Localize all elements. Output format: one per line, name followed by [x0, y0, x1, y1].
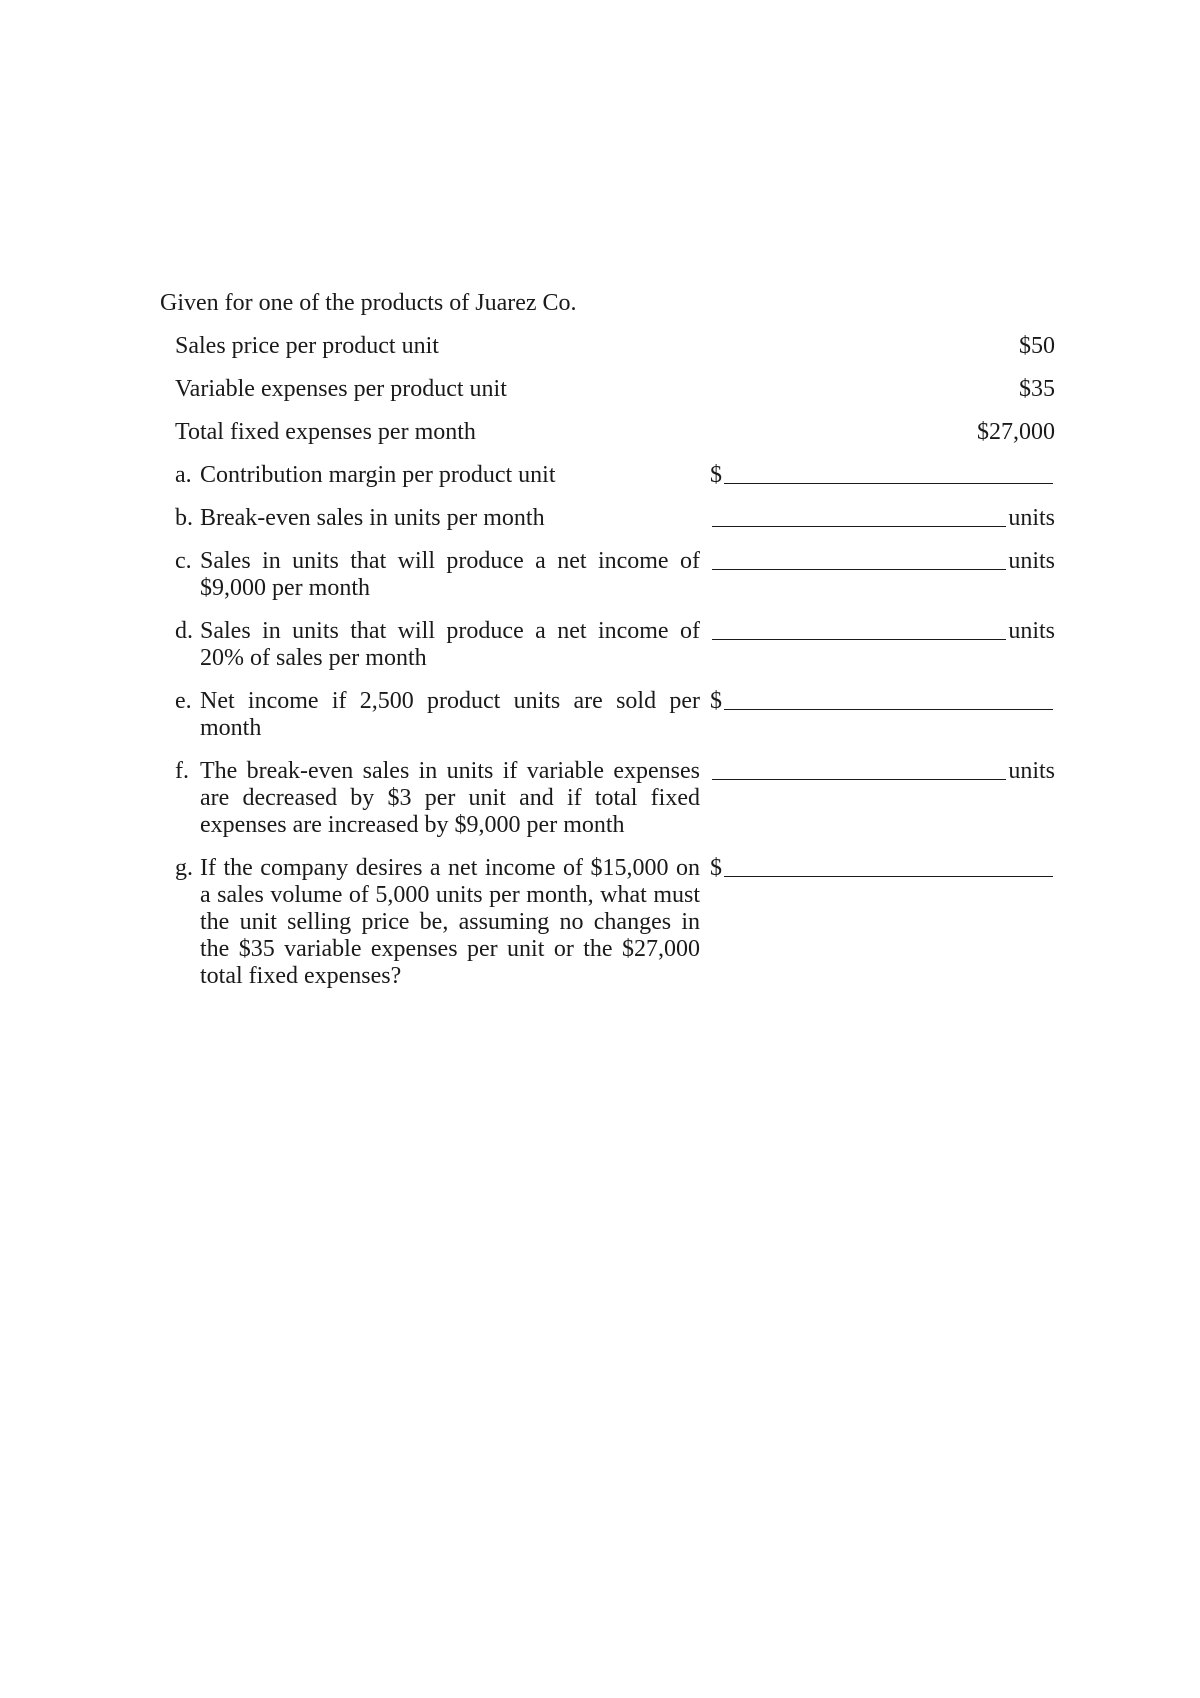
answer-suffix: units: [1008, 505, 1055, 532]
question-text: Net income if 2,500 product units are so…: [200, 688, 710, 742]
answer-blank[interactable]: [724, 462, 1053, 484]
question-row: c. Sales in units that will produce a ne…: [160, 548, 1055, 602]
question-marker: b.: [175, 505, 200, 532]
question-marker: d.: [175, 618, 200, 645]
question-text: Sales in units that will produce a net i…: [200, 618, 710, 672]
given-label: Sales price per product unit: [175, 333, 1019, 360]
given-row: Sales price per product unit $50: [160, 333, 1055, 360]
answer-prefix: $: [710, 855, 722, 882]
answer-blank[interactable]: [724, 855, 1053, 877]
given-value: $27,000: [977, 419, 1055, 446]
given-value: $50: [1019, 333, 1055, 360]
question-row: b. Break-even sales in units per month u…: [160, 505, 1055, 532]
given-value: $35: [1019, 376, 1055, 403]
answer-field: units: [710, 758, 1055, 785]
question-marker: e.: [175, 688, 200, 715]
answer-suffix: units: [1008, 758, 1055, 785]
answer-field: $: [710, 855, 1055, 882]
answer-suffix: units: [1008, 618, 1055, 645]
answer-field: units: [710, 548, 1055, 575]
answer-field: units: [710, 618, 1055, 645]
answer-blank[interactable]: [712, 548, 1006, 570]
document-content: Given for one of the products of Juarez …: [160, 290, 1055, 990]
given-label: Total fixed expenses per month: [175, 419, 977, 446]
question-text: Break-even sales in units per month: [200, 505, 710, 532]
answer-field: $: [710, 462, 1055, 489]
answer-blank[interactable]: [712, 505, 1006, 527]
answer-blank[interactable]: [712, 618, 1006, 640]
answer-prefix: $: [710, 462, 722, 489]
problem-header: Given for one of the products of Juarez …: [160, 290, 1055, 317]
question-text: If the company desires a net income of $…: [200, 855, 710, 990]
given-row: Total fixed expenses per month $27,000: [160, 419, 1055, 446]
question-row: g. If the company desires a net income o…: [160, 855, 1055, 990]
question-marker: f.: [175, 758, 200, 785]
question-row: d. Sales in units that will produce a ne…: [160, 618, 1055, 672]
question-text: Sales in units that will produce a net i…: [200, 548, 710, 602]
question-marker: a.: [175, 462, 200, 489]
answer-field: units: [710, 505, 1055, 532]
question-row: a. Contribution margin per product unit …: [160, 462, 1055, 489]
answer-blank[interactable]: [712, 758, 1006, 780]
given-label: Variable expenses per product unit: [175, 376, 1019, 403]
question-text: The break-even sales in units if variabl…: [200, 758, 710, 839]
question-row: f. The break-even sales in units if vari…: [160, 758, 1055, 839]
answer-blank[interactable]: [724, 688, 1053, 710]
question-marker: c.: [175, 548, 200, 575]
question-marker: g.: [175, 855, 200, 882]
answer-suffix: units: [1008, 548, 1055, 575]
question-row: e. Net income if 2,500 product units are…: [160, 688, 1055, 742]
given-row: Variable expenses per product unit $35: [160, 376, 1055, 403]
question-text: Contribution margin per product unit: [200, 462, 710, 489]
answer-prefix: $: [710, 688, 722, 715]
answer-field: $: [710, 688, 1055, 715]
